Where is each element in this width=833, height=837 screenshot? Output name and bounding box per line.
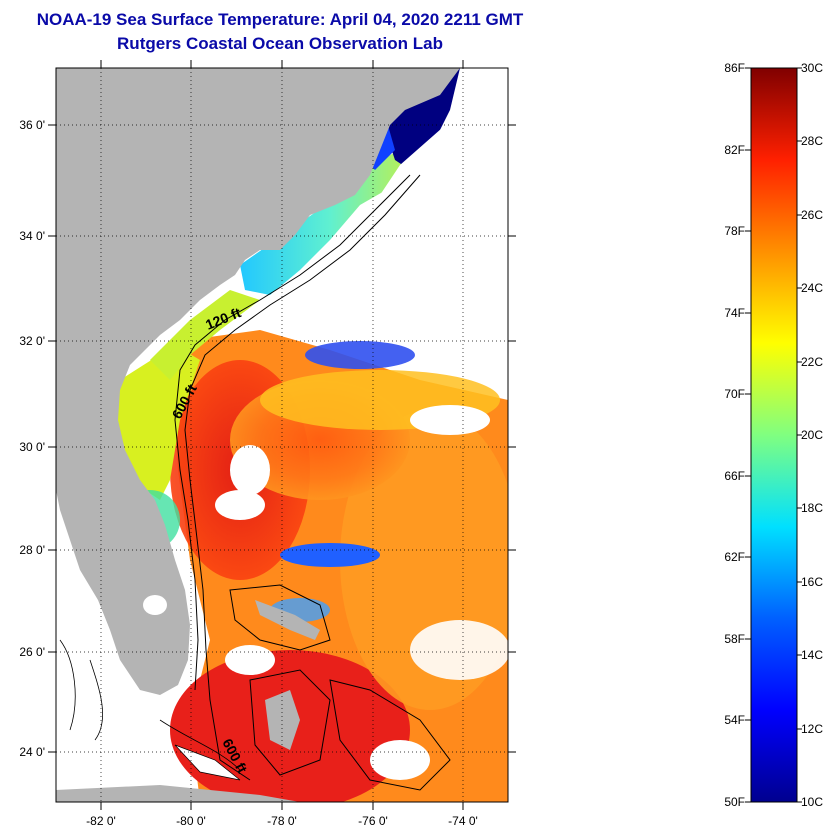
- lon-label-76: -76 0': [358, 814, 388, 828]
- colorbar-c-22: 22C: [801, 355, 823, 369]
- cloud-mid-3: [410, 405, 490, 435]
- cloud-north: [280, 70, 508, 330]
- colorbar-f-58: 58F: [724, 632, 745, 646]
- colorbar-gradient: [750, 67, 798, 803]
- colorbar-c-16: 16C: [801, 575, 823, 589]
- lat-label-36: 36 0': [19, 118, 45, 132]
- land-cuba: [56, 785, 300, 802]
- colorbar-c-26: 26C: [801, 208, 823, 222]
- sst-cold-patch-1: [280, 543, 380, 567]
- cloud-mid-2: [215, 490, 265, 520]
- colorbar-f-78: 78F: [724, 224, 745, 238]
- contour-bahamas: [229, 584, 451, 791]
- lon-label-82: -82 0': [86, 814, 116, 828]
- land-andros: [265, 690, 300, 750]
- colorbar-c-12: 12C: [801, 722, 823, 736]
- lat-label-30: 30 0': [19, 440, 45, 454]
- colorbar-c-24: 24C: [801, 281, 823, 295]
- colorbar-c-14: 14C: [801, 648, 823, 662]
- sst-map: 120 ft 600 ft 600 ft: [19, 60, 516, 828]
- colorbar-f-74: 74F: [724, 306, 745, 320]
- contour-120ft: [174, 174, 411, 691]
- colorbar-f-ticks: [745, 67, 751, 803]
- lake-okeechobee: [143, 595, 167, 615]
- contour-600ft: [184, 174, 421, 781]
- lat-label-24: 24 0': [19, 745, 45, 759]
- sst-shelf-cool: [150, 290, 260, 380]
- sst-coastal-cool: [240, 150, 420, 295]
- colorbar-c-28: 28C: [801, 134, 823, 148]
- lat-label-26: 26 0': [19, 645, 45, 659]
- cloud-south-3: [225, 645, 275, 675]
- map-subtitle: Rutgers Coastal Ocean Observation Lab: [117, 34, 443, 53]
- lon-label-78: -78 0': [267, 814, 297, 828]
- colorbar-f-54: 54F: [724, 713, 745, 727]
- sst-cold-patch-2: [305, 341, 415, 369]
- land-keys: [174, 744, 241, 781]
- colorbar-c-ticks: [797, 67, 802, 803]
- lon-label-80: -80 0': [176, 814, 206, 828]
- contour-gulf: [59, 639, 241, 771]
- land-us: [56, 68, 460, 695]
- lon-label-74: -74 0': [448, 814, 478, 828]
- colorbar-f-86: 86F: [724, 61, 745, 75]
- cloud-south-1: [410, 620, 508, 680]
- temperature-colorbar: 86F 82F 78F 74F 70F 66F 62F 58F 54F 50F …: [640, 0, 833, 832]
- colorbar-c-10: 10C: [801, 795, 823, 809]
- colorbar-c-18: 18C: [801, 501, 823, 515]
- tick-marks: [48, 60, 516, 810]
- colorbar-f-82: 82F: [724, 143, 745, 157]
- lat-label-32: 32 0': [19, 334, 45, 348]
- colorbar-c-30: 30C: [801, 61, 823, 75]
- cloud-south-2: [370, 740, 430, 780]
- graticule: [56, 68, 508, 802]
- cloud-mid-1: [230, 445, 270, 495]
- colorbar-f-70: 70F: [724, 387, 745, 401]
- land-bahamas: [255, 600, 320, 640]
- colorbar-f-50: 50F: [724, 795, 745, 809]
- lat-label-34: 34 0': [19, 229, 45, 243]
- lat-label-28: 28 0': [19, 543, 45, 557]
- colorbar-c-20: 20C: [801, 428, 823, 442]
- colorbar-f-62: 62F: [724, 550, 745, 564]
- colorbar-f-66: 66F: [724, 469, 745, 483]
- map-title: NOAA-19 Sea Surface Temperature: April 0…: [36, 10, 524, 29]
